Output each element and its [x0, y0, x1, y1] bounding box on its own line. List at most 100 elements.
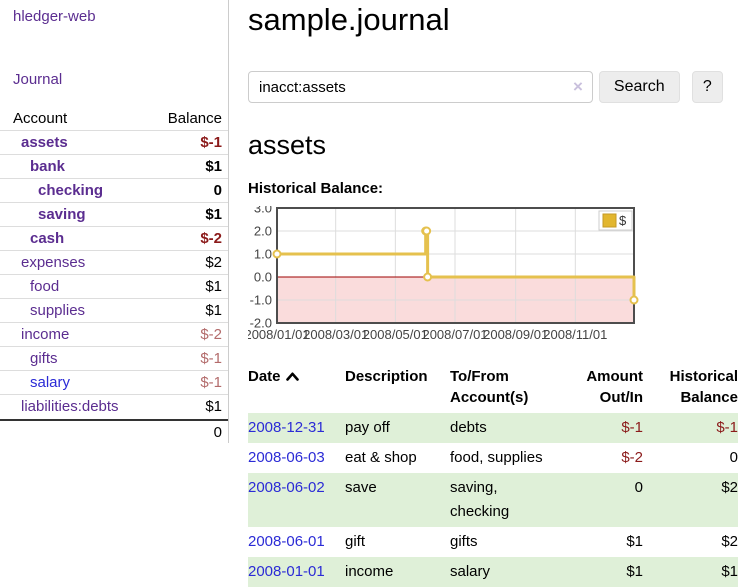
account-link[interactable]: checking [38, 182, 104, 199]
register-row: 2008-01-01 income salary $1 $1 [248, 557, 738, 587]
account-link[interactable]: bank [30, 158, 66, 175]
svg-text:-2.0: -2.0 [250, 316, 272, 331]
account-balance: $1 [205, 398, 222, 415]
register-date-link[interactable]: 2008-12-31 [248, 419, 325, 436]
register-balance: $2 [721, 479, 738, 496]
account-link[interactable]: income [21, 326, 70, 343]
sidebar-account-salary: salary $-1 [0, 371, 228, 395]
column-header-line1: Historical [669, 368, 738, 385]
column-header-amount: Amount Out/In [554, 366, 643, 413]
register-row: 2008-06-01 gift gifts $1 $2 [248, 527, 738, 557]
svg-text:2.0: 2.0 [254, 224, 272, 239]
svg-text:2008/05/01: 2008/05/01 [363, 327, 428, 342]
search-form: × Search ? [248, 71, 723, 103]
account-tree-header: Account Balance [0, 107, 228, 131]
sidebar-account-gifts: gifts $-1 [0, 347, 228, 371]
svg-text:1.0: 1.0 [254, 247, 272, 262]
register-row: 2008-06-02 save saving, checking 0 $2 [248, 473, 738, 527]
search-box: × [248, 71, 593, 103]
register-accounts: gifts [450, 533, 478, 550]
total-balance: 0 [213, 424, 222, 441]
column-header-line2: Out/In [599, 389, 643, 406]
search-button[interactable]: Search [598, 71, 680, 103]
account-link[interactable]: liabilities:debts [21, 398, 119, 415]
svg-text:$: $ [619, 213, 627, 228]
svg-text:3.0: 3.0 [254, 206, 272, 216]
svg-text:2008/07/01: 2008/07/01 [422, 327, 487, 342]
register-row: 2008-06-03 eat & shop food, supplies $-2… [248, 443, 738, 473]
sidebar-account-bank: bank $1 [0, 155, 228, 179]
sidebar-account-income: income $-2 [0, 323, 228, 347]
account-title: assets [248, 130, 327, 160]
sidebar-account-expenses: expenses $2 [0, 251, 228, 275]
account-link[interactable]: salary [30, 374, 71, 391]
register-description: save [345, 479, 377, 496]
column-header-accounts: To/From Account(s) [450, 366, 554, 413]
register-date-link[interactable]: 2008-06-03 [248, 449, 325, 466]
svg-text:2008/03/01: 2008/03/01 [303, 327, 368, 342]
page-title: sample.journal [248, 2, 450, 37]
search-input[interactable] [248, 71, 593, 103]
account-balance: 0 [213, 182, 222, 199]
register-balance: 0 [729, 449, 738, 466]
account-balance: $2 [205, 254, 222, 271]
account-link[interactable]: cash [30, 230, 65, 247]
chart-heading: Historical Balance: [248, 180, 384, 197]
account-balance: $-1 [200, 134, 222, 151]
account-tree-total-row: 0 [0, 419, 228, 443]
account-link[interactable]: food [30, 278, 60, 295]
account-link[interactable]: gifts [30, 350, 58, 367]
account-link[interactable]: saving [38, 206, 86, 223]
column-header-line2: Balance [680, 389, 738, 406]
account-balance: $-1 [200, 350, 222, 367]
register-balance: $1 [721, 563, 738, 580]
column-header-date-label: Date [248, 368, 281, 385]
help-button[interactable]: ? [691, 71, 723, 103]
sidebar-account-saving: saving $1 [0, 203, 228, 227]
register-date-link[interactable]: 2008-06-01 [248, 533, 325, 550]
register-row: 2008-12-31 pay off debts $-1 $-1 [248, 413, 738, 443]
account-balance: $1 [205, 206, 222, 223]
column-header-balance: Historical Balance [643, 366, 738, 413]
register-balance: $-1 [716, 419, 738, 436]
main-content: sample.journal × Search ? assets Histori… [229, 0, 738, 587]
sidebar-account-assets: assets $-1 [0, 131, 228, 155]
column-header-date[interactable]: Date [248, 366, 345, 413]
account-balance: $-1 [200, 374, 222, 391]
account-link[interactable]: supplies [30, 302, 86, 319]
column-header-line1: Amount [586, 368, 643, 385]
register-accounts: debts [450, 419, 487, 436]
register-description: gift [345, 533, 366, 550]
app-brand-link[interactable]: hledger-web [13, 8, 96, 25]
column-header-description: Description [345, 368, 428, 385]
register-accounts: food, supplies [450, 449, 543, 466]
column-header-line1: To/From [450, 368, 509, 385]
account-balance: $1 [205, 158, 222, 175]
register-description: pay off [345, 419, 390, 436]
register-amount: $-2 [621, 449, 643, 466]
account-link[interactable]: assets [21, 134, 68, 151]
account-balance: $1 [205, 278, 222, 295]
svg-text:2008/11/01: 2008/11/01 [543, 327, 607, 342]
sidebar-account-food: food $1 [0, 275, 228, 299]
svg-text:2008/01/01: 2008/01/01 [248, 327, 310, 342]
register-amount: $1 [626, 533, 643, 550]
register-amount: 0 [634, 479, 643, 496]
column-header-line2: Account(s) [450, 389, 529, 406]
sidebar-item-journal[interactable]: Journal [13, 71, 63, 88]
svg-text:-1.0: -1.0 [250, 293, 272, 308]
svg-text:0.0: 0.0 [254, 270, 272, 285]
register-description: income [345, 563, 394, 580]
register-date-link[interactable]: 2008-06-02 [248, 479, 325, 496]
register-amount: $-1 [621, 419, 643, 436]
historical-balance-chart: $3.0 2.0 1.0 0.0 -1.0 -2.02008/01/012008/03/0… [248, 206, 639, 342]
account-tree: Account Balance assets $-1 bank $1 check… [0, 107, 228, 443]
chevron-up-icon [285, 372, 299, 381]
clear-search-icon[interactable]: × [572, 77, 583, 96]
account-balance: $-2 [200, 230, 222, 247]
account-link[interactable]: expenses [21, 254, 86, 271]
sidebar-account-supplies: supplies $1 [0, 299, 228, 323]
register-table: Date Description To/From Account(s) Amoun… [248, 366, 738, 587]
register-date-link[interactable]: 2008-01-01 [248, 563, 325, 580]
account-balance: $-2 [200, 326, 222, 343]
